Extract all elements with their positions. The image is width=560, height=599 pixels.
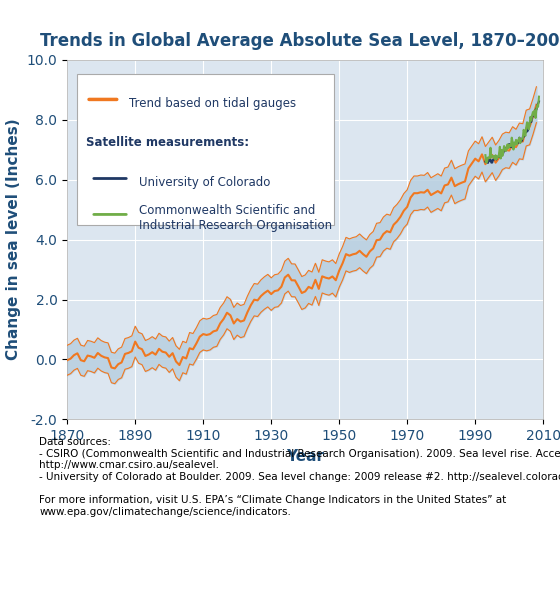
- Text: University of Colorado: University of Colorado: [138, 176, 270, 189]
- FancyBboxPatch shape: [77, 74, 334, 225]
- Text: Trend based on tidal gauges: Trend based on tidal gauges: [129, 96, 296, 110]
- X-axis label: Year: Year: [286, 449, 324, 464]
- Text: Data sources:
- CSIRO (Commonwealth Scientific and Industrial Research Organisat: Data sources: - CSIRO (Commonwealth Scie…: [39, 437, 560, 517]
- Y-axis label: Change in sea level (Inches): Change in sea level (Inches): [6, 119, 21, 361]
- Title: Trends in Global Average Absolute Sea Level, 1870–2008: Trends in Global Average Absolute Sea Le…: [40, 32, 560, 50]
- Text: Satellite measurements:: Satellite measurements:: [86, 136, 249, 149]
- Text: Commonwealth Scientific and
Industrial Research Organisation: Commonwealth Scientific and Industrial R…: [138, 204, 332, 232]
